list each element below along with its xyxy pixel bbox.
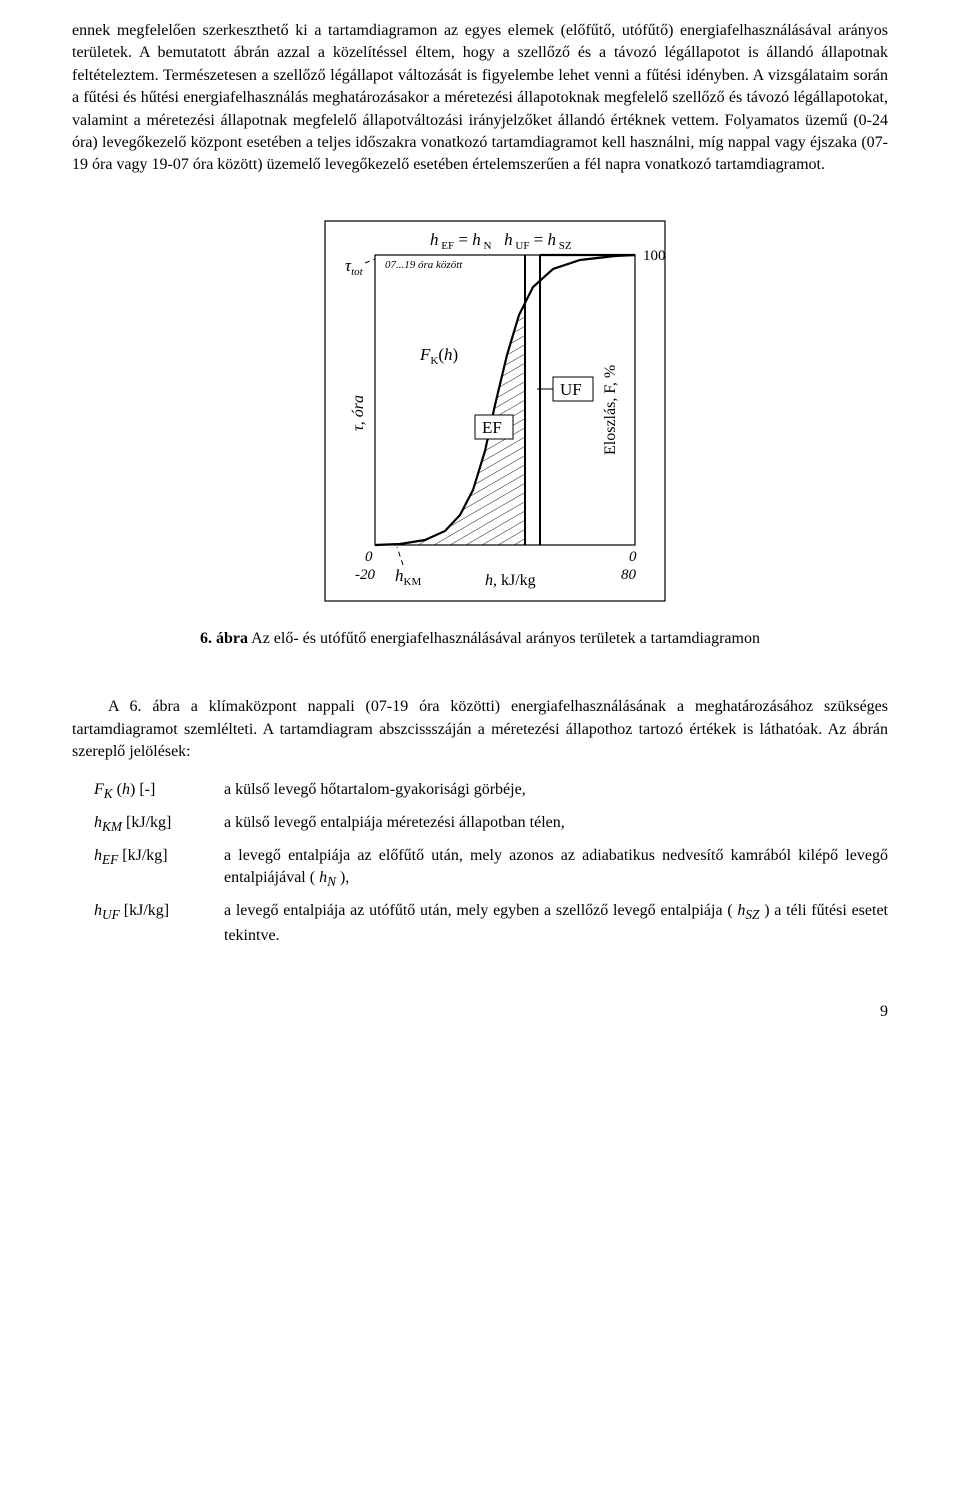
tau-tot-leader bbox=[365, 259, 375, 263]
figure-6-caption: 6. ábra Az elő- és utófűtő energiafelhas… bbox=[72, 628, 888, 650]
symbol-definitions: FK (h) [-] a külső levegő hőtartalom-gya… bbox=[94, 779, 888, 947]
def-sym-hef: hEF [kJ/kg] bbox=[94, 845, 214, 892]
paragraph-intro: ennek megfelelően szerkeszthető ki a tar… bbox=[72, 20, 888, 177]
caption-rest: Az elő- és utófűtő energiafelhasználásáv… bbox=[248, 630, 760, 647]
def-text-fk: a külső levegő hőtartalom-gyakorisági gö… bbox=[224, 779, 888, 804]
def-sym-fk: FK (h) [-] bbox=[94, 779, 214, 804]
paragraph-after-figure: A 6. ábra a klímaközpont nappali (07-19 … bbox=[72, 696, 888, 763]
x-axis-label: h, kJ/kg bbox=[485, 572, 536, 589]
h-km-label: hKM bbox=[395, 566, 421, 588]
tau-tot-label: τtot bbox=[345, 256, 364, 278]
figure-6-wrapper: τtot h EF = h N h UF = h SZ 07...19 óra … bbox=[72, 215, 888, 610]
def-text-hkm: a külső levegő entalpiája méretezési áll… bbox=[224, 812, 888, 837]
page-number: 9 bbox=[72, 1003, 888, 1021]
ef-box-label: EF bbox=[482, 418, 502, 437]
bottom-left-zero: 0 bbox=[365, 549, 373, 565]
right-y-axis-label: Eloszlás, F, % bbox=[602, 364, 619, 454]
def-text-hef: a levegő entalpiája az előfűtő után, mel… bbox=[224, 845, 888, 892]
bottom-minus-20: -20 bbox=[355, 567, 375, 583]
time-range-note: 07...19 óra között bbox=[385, 259, 463, 271]
def-sym-huf: hUF [kJ/kg] bbox=[94, 900, 214, 947]
left-y-axis-label: τ, óra bbox=[350, 395, 367, 431]
h-km-leader bbox=[397, 547, 403, 565]
def-sym-hkm: hKM [kJ/kg] bbox=[94, 812, 214, 837]
figure-6-svg: τtot h EF = h N h UF = h SZ 07...19 óra … bbox=[285, 215, 675, 610]
top-equation: h EF = h N h UF = h SZ bbox=[430, 230, 572, 253]
def-text-huf: a levegő entalpiája az utófűtő után, mel… bbox=[224, 900, 888, 947]
bottom-right-80: 80 bbox=[621, 567, 637, 583]
uf-box-label: UF bbox=[560, 380, 582, 399]
right-100-label: 100 bbox=[643, 248, 666, 264]
bottom-right-zero: 0 bbox=[629, 549, 637, 565]
caption-lead: 6. ábra bbox=[200, 630, 248, 647]
fk-label: FK(h) bbox=[419, 345, 458, 367]
